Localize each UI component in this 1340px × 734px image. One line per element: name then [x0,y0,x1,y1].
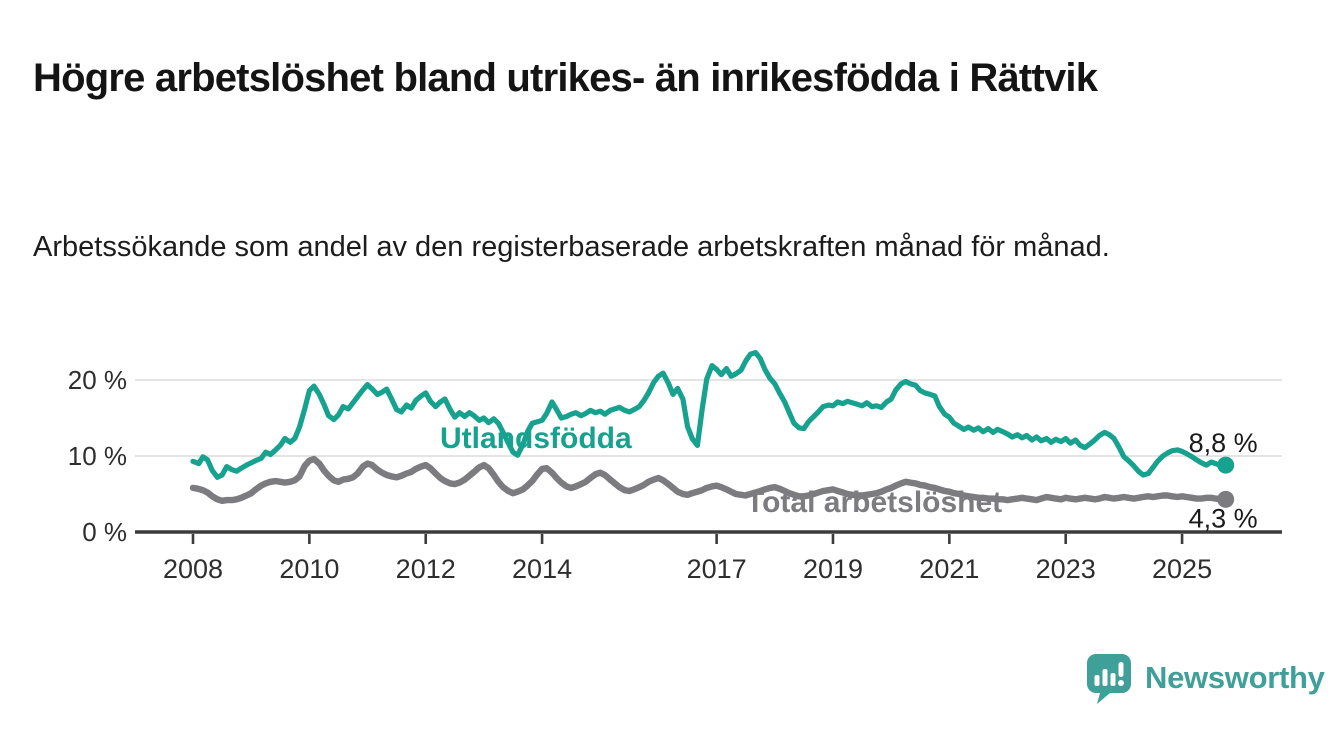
series-end-value-utlandsfodda: 8,8 % [1189,428,1258,458]
series-line-utlandsfodda [190,350,1229,480]
series-end-dot-total [1217,490,1235,508]
y-axis-label: 10 % [68,441,127,471]
logo-bar-3 [1110,673,1116,686]
newsworthy-bubble-icon [1087,654,1131,704]
x-tick-label: 2012 [396,554,456,584]
x-tick-label: 2019 [803,554,863,584]
x-tick-label: 2010 [279,554,339,584]
chart-subtitle: Arbetssökande som andel av den registerb… [33,231,1110,263]
x-tick-label: 2023 [1036,554,1096,584]
x-tick-label: 2008 [163,554,223,584]
y-axis-label: 20 % [68,365,127,395]
y-axis-label: 0 % [82,517,127,547]
page-title: Högre arbetslöshet bland utrikes- än inr… [33,55,1098,100]
newsworthy-logo: Newsworthy [1084,651,1325,705]
x-tick-label: 2021 [919,554,979,584]
series-line-total [189,455,1229,505]
series-label-utlandsfodda: Utlandsfödda [440,422,632,455]
x-tick-label: 2014 [512,554,572,584]
series-end-dot-utlandsfodda [1217,456,1235,474]
x-tick-label: 2025 [1152,554,1212,584]
brand-wordmark: Newsworthy [1145,660,1325,695]
logo-exclamation-dot [1118,680,1124,686]
line-chart: 0 % 10 % 20 % 2008 2010 2012 2014 2017 2019 2021 2… [68,350,1282,584]
logo-bar-1 [1094,675,1100,686]
logo-exclamation-bar [1118,662,1124,677]
x-tick-label: 2017 [687,554,747,584]
series-label-total: Total arbetslöshet [746,486,1002,519]
logo-bar-2 [1102,669,1108,686]
series-end-value-total: 4,3 % [1189,503,1258,533]
